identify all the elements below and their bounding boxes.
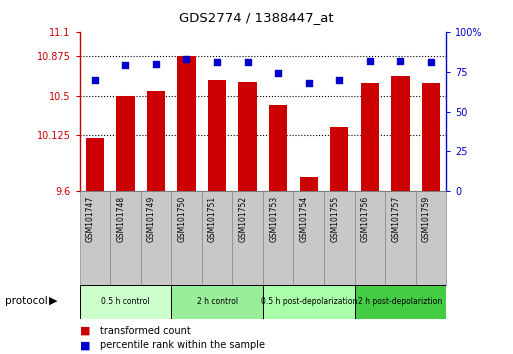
- Text: protocol: protocol: [5, 296, 48, 306]
- Bar: [232, 191, 263, 285]
- Bar: [391, 76, 409, 191]
- Text: GSM101755: GSM101755: [330, 196, 339, 242]
- Text: 2 h control: 2 h control: [196, 297, 238, 306]
- Bar: [263, 285, 354, 319]
- Text: ▶: ▶: [49, 296, 57, 306]
- Text: 0.5 h post-depolarization: 0.5 h post-depolarization: [261, 297, 357, 306]
- Text: transformed count: transformed count: [100, 326, 191, 336]
- Point: [121, 62, 129, 68]
- Point: [366, 58, 374, 63]
- Bar: [385, 191, 416, 285]
- Text: 0.5 h control: 0.5 h control: [101, 297, 150, 306]
- Bar: [177, 56, 195, 191]
- Bar: [416, 191, 446, 285]
- Bar: [361, 83, 379, 191]
- Bar: [171, 285, 263, 319]
- Bar: [202, 191, 232, 285]
- Text: GSM101756: GSM101756: [361, 196, 370, 242]
- Text: GSM101747: GSM101747: [86, 196, 95, 242]
- Bar: [324, 191, 354, 285]
- Bar: [239, 82, 257, 191]
- Text: GDS2774 / 1388447_at: GDS2774 / 1388447_at: [179, 11, 334, 24]
- Bar: [208, 80, 226, 191]
- Text: GSM101759: GSM101759: [422, 196, 431, 242]
- Point: [91, 77, 99, 82]
- Text: GSM101751: GSM101751: [208, 196, 217, 242]
- Bar: [141, 191, 171, 285]
- Bar: [80, 285, 171, 319]
- Bar: [269, 105, 287, 191]
- Bar: [171, 191, 202, 285]
- Point: [183, 56, 191, 62]
- Bar: [330, 127, 348, 191]
- Text: GSM101757: GSM101757: [391, 196, 401, 242]
- Bar: [110, 191, 141, 285]
- Bar: [80, 191, 110, 285]
- Point: [274, 70, 282, 76]
- Point: [244, 59, 252, 65]
- Bar: [263, 191, 293, 285]
- Text: GSM101754: GSM101754: [300, 196, 309, 242]
- Point: [427, 59, 435, 65]
- Text: GSM101748: GSM101748: [116, 196, 125, 242]
- Bar: [86, 138, 104, 191]
- Point: [213, 59, 221, 65]
- Bar: [354, 285, 446, 319]
- Point: [397, 58, 405, 63]
- Bar: [300, 177, 318, 191]
- Point: [335, 77, 343, 82]
- Text: ■: ■: [80, 326, 90, 336]
- Bar: [116, 96, 134, 191]
- Point: [305, 80, 313, 86]
- Bar: [147, 91, 165, 191]
- Text: ■: ■: [80, 340, 90, 350]
- Text: percentile rank within the sample: percentile rank within the sample: [100, 340, 265, 350]
- Point: [152, 61, 160, 67]
- Text: GSM101749: GSM101749: [147, 196, 156, 242]
- Bar: [354, 191, 385, 285]
- Text: GSM101750: GSM101750: [177, 196, 187, 242]
- Bar: [293, 191, 324, 285]
- Text: 2 h post-depolariztion: 2 h post-depolariztion: [359, 297, 443, 306]
- Text: GSM101752: GSM101752: [239, 196, 248, 242]
- Bar: [422, 83, 440, 191]
- Text: GSM101753: GSM101753: [269, 196, 278, 242]
